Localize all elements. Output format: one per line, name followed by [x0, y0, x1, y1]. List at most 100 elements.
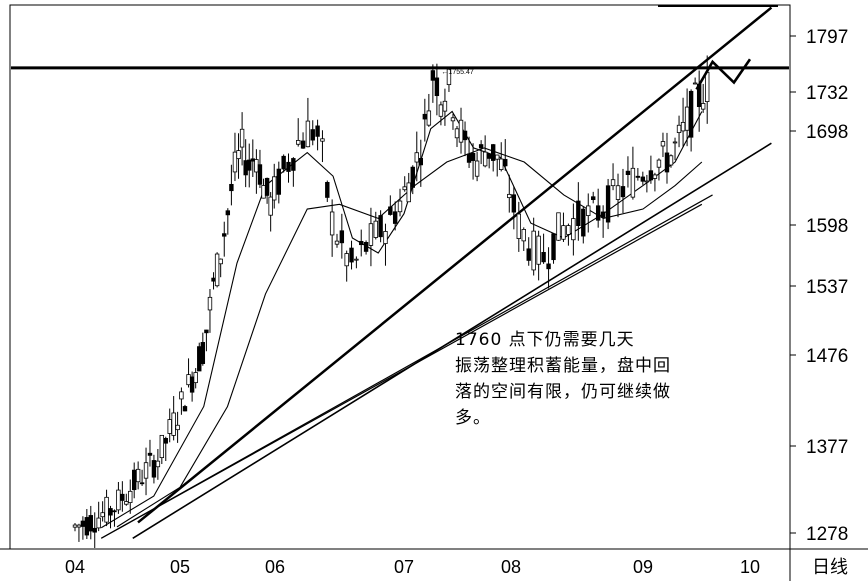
y-tick-label: 1537	[806, 277, 848, 298]
candle-body	[438, 104, 444, 117]
candle-body	[247, 159, 252, 171]
candle-body	[478, 144, 484, 149]
candle-body	[135, 468, 141, 483]
y-tick-label: 1698	[806, 122, 848, 143]
candle-body	[257, 164, 263, 185]
y-tick-label: 1797	[806, 27, 848, 48]
candle-body	[426, 110, 432, 126]
candle-body	[143, 462, 149, 479]
candle-body	[605, 185, 611, 223]
candle-body	[526, 248, 531, 261]
candle-body	[474, 160, 480, 177]
candle-body	[232, 151, 238, 173]
plot-area: ←1755.47	[11, 6, 789, 548]
candle-body	[521, 229, 526, 242]
candle-body	[591, 196, 596, 200]
x-tick-label: 04	[65, 557, 85, 577]
candle-body	[615, 185, 621, 200]
candle-body	[660, 141, 666, 147]
y-tick-label: 1732	[806, 83, 848, 104]
candle-body	[363, 242, 369, 252]
candle-body	[700, 103, 706, 110]
axis-label: 日线	[812, 557, 848, 577]
candle-body	[511, 194, 517, 213]
trend-line-mid-2	[100, 203, 703, 539]
candle-body	[320, 138, 325, 142]
x-tick-label: 07	[394, 557, 414, 577]
candle-body	[536, 235, 541, 265]
candle-body	[272, 176, 277, 201]
candle-body	[76, 524, 82, 528]
candle-body	[88, 515, 93, 532]
candle-body	[291, 158, 296, 171]
x-tick-label: 10	[740, 557, 760, 577]
candle-body	[112, 510, 117, 513]
candle-body	[92, 527, 97, 533]
y-axis: 1797 1732 1698 1598 1537 1476 1377 1278	[790, 27, 848, 545]
candle-body	[442, 100, 448, 112]
candle-body	[503, 158, 508, 167]
trend-line-upper	[137, 6, 773, 524]
candle-body	[672, 141, 678, 144]
x-tick-label: 05	[170, 557, 190, 577]
candle-body	[581, 208, 586, 237]
y-tick-label: 1598	[806, 216, 848, 237]
candle-body	[207, 296, 213, 311]
candle-body	[688, 90, 694, 138]
candle-body	[182, 406, 188, 412]
candle-body	[422, 113, 428, 120]
candle-body	[334, 240, 340, 245]
candle-body	[507, 193, 512, 199]
candle-body	[124, 501, 129, 505]
candle-body	[236, 150, 241, 160]
candle-body	[470, 152, 476, 161]
candle-body	[495, 154, 500, 160]
candle-body	[305, 120, 311, 148]
candle-body	[692, 82, 698, 85]
candle-body	[108, 508, 113, 516]
candle-body	[325, 181, 330, 198]
candle-body	[243, 160, 248, 176]
candle-body	[167, 419, 172, 434]
y-tick-label: 1377	[806, 437, 848, 458]
candle-body	[586, 205, 591, 216]
candle-body	[163, 437, 168, 444]
x-axis: 04 05 06 07 08 09 10	[65, 557, 760, 577]
candle-body	[446, 68, 452, 86]
candle-body	[286, 161, 291, 172]
y-tick-label: 1278	[806, 524, 848, 545]
peak-label: ←1755.47	[441, 69, 473, 76]
candle-body	[531, 230, 536, 271]
candle-body	[218, 258, 223, 265]
projection-path	[695, 58, 752, 91]
candle-body	[204, 329, 209, 334]
candle-body	[648, 170, 654, 181]
candle-body	[383, 231, 388, 244]
candle-body	[189, 376, 195, 393]
candle-body	[329, 211, 335, 236]
candle-body	[84, 517, 90, 536]
candle-body	[250, 158, 256, 162]
candle-body	[652, 174, 658, 179]
candle-body	[392, 211, 398, 224]
candle-body	[430, 70, 436, 81]
candles	[72, 55, 710, 548]
candle-body	[80, 520, 86, 527]
candle-body	[378, 215, 383, 238]
candle-body	[414, 152, 419, 163]
candle-body	[96, 517, 101, 529]
candle-body	[354, 258, 359, 261]
x-tick-label: 09	[633, 557, 653, 577]
y-tick-label: 1476	[806, 346, 848, 367]
candle-body	[434, 77, 440, 97]
candle-body	[482, 151, 488, 167]
candle-body	[640, 176, 646, 182]
candle-body	[229, 183, 234, 192]
candle-body	[200, 342, 206, 364]
moving-average-short	[100, 110, 703, 529]
moving-average-long	[116, 147, 703, 528]
candle-body	[120, 493, 125, 501]
candle-body	[155, 460, 161, 468]
candle-body	[576, 200, 581, 227]
